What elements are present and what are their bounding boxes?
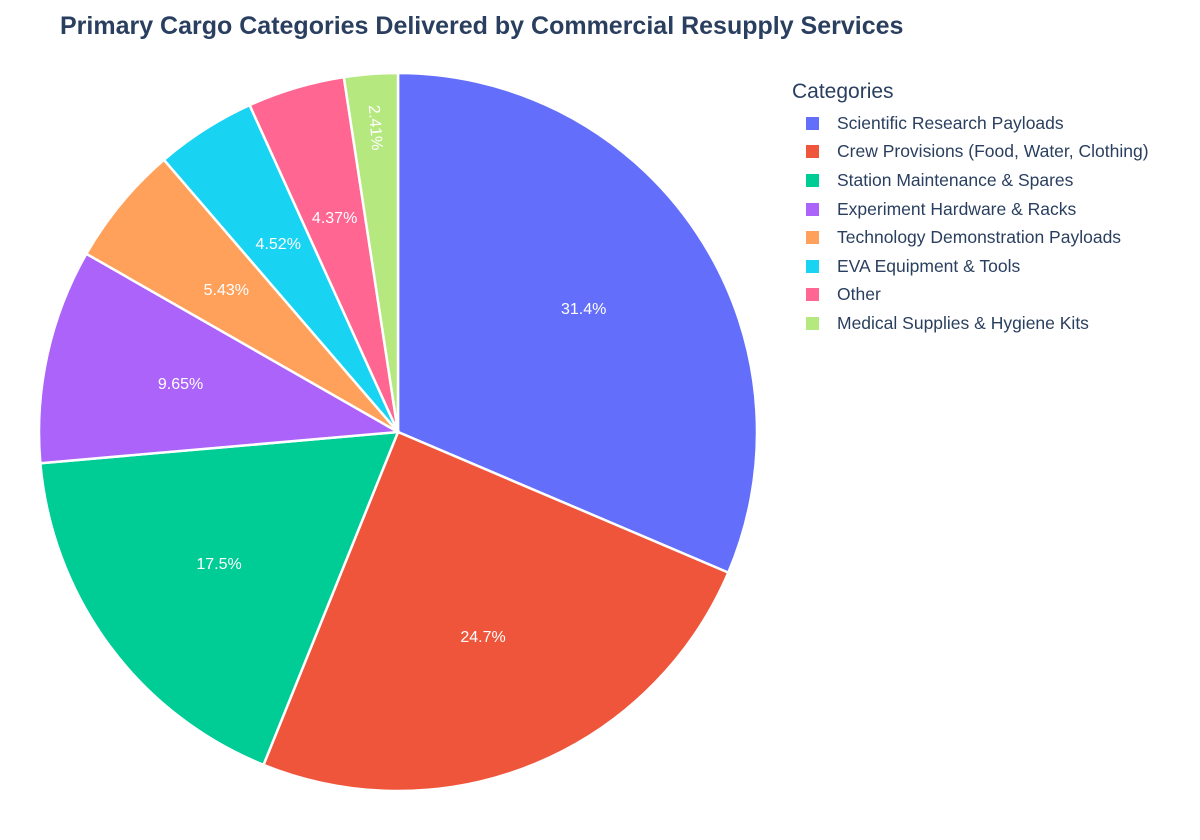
- pie-slice-station-maintenance-spares[interactable]: [39, 430, 400, 767]
- legend-item-experiment-hardware-racks[interactable]: Experiment Hardware & Racks: [792, 195, 1149, 224]
- legend-label: EVA Equipment & Tools: [837, 255, 1021, 276]
- legend-item-other[interactable]: Other: [792, 281, 1149, 310]
- pie-slice-label: 5.43%: [204, 282, 249, 299]
- legend-swatch: [806, 288, 819, 302]
- legend-swatch: [806, 116, 819, 130]
- legend-swatch: [806, 202, 819, 216]
- legend-item-eva-equipment-tools[interactable]: EVA Equipment & Tools: [792, 252, 1149, 281]
- legend-items: Scientific Research Payloads Crew Provisi…: [792, 109, 1149, 338]
- legend-item-scientific-research-payloads[interactable]: Scientific Research Payloads: [792, 109, 1149, 138]
- legend-item-technology-demonstration-payloads[interactable]: Technology Demonstration Payloads: [792, 223, 1149, 252]
- legend: Categories Scientific Research Payloads C…: [792, 80, 1149, 338]
- pie-slice-label: 24.7%: [460, 629, 505, 646]
- legend-title: Categories: [792, 80, 894, 103]
- legend-label: Medical Supplies & Hygiene Kits: [837, 312, 1089, 333]
- legend-swatch: [806, 231, 819, 245]
- legend-label: Other: [837, 284, 881, 305]
- legend-swatch: [806, 316, 819, 330]
- legend-label: Scientific Research Payloads: [837, 112, 1064, 133]
- pie-slice-labels: 31.4% 24.7% 17.5% 9.65% 5.43% 4.52% 4.37% 2.41%: [158, 104, 606, 646]
- pie-slice-scientific-research-payloads[interactable]: [396, 71, 759, 575]
- pie-slice-crew-provisions-food-water-clothing[interactable]: [261, 430, 730, 793]
- chart-title: Primary Cargo Categories Delivered by Co…: [60, 12, 904, 40]
- pie-slice-label: 31.4%: [561, 301, 606, 318]
- pie-slice-label: 2.41%: [365, 104, 385, 151]
- legend-swatch: [806, 145, 819, 159]
- pie-slice-label: 9.65%: [158, 376, 203, 393]
- legend-item-crew-provisions-food-water-clothing[interactable]: Crew Provisions (Food, Water, Clothing): [792, 138, 1149, 167]
- pie-slice-medical-supplies-hygiene-kits[interactable]: [342, 71, 400, 433]
- pie-slice-label: 4.37%: [312, 210, 357, 227]
- legend-label: Crew Provisions (Food, Water, Clothing): [837, 141, 1149, 162]
- pie-slice-label: 4.52%: [256, 236, 301, 253]
- pie-slice-experiment-hardware-racks[interactable]: [37, 252, 403, 465]
- legend-label: Technology Demonstration Payloads: [837, 227, 1122, 248]
- legend-label: Experiment Hardware & Racks: [837, 198, 1077, 219]
- legend-swatch: [806, 173, 819, 187]
- legend-label: Station Maintenance & Spares: [837, 169, 1074, 190]
- pie-slices: [37, 71, 759, 793]
- pie-slice-label: 17.5%: [196, 556, 241, 573]
- legend-swatch: [806, 259, 819, 273]
- legend-item-station-maintenance-spares[interactable]: Station Maintenance & Spares: [792, 166, 1149, 195]
- legend-item-medical-supplies-hygiene-kits[interactable]: Medical Supplies & Hygiene Kits: [792, 309, 1149, 338]
